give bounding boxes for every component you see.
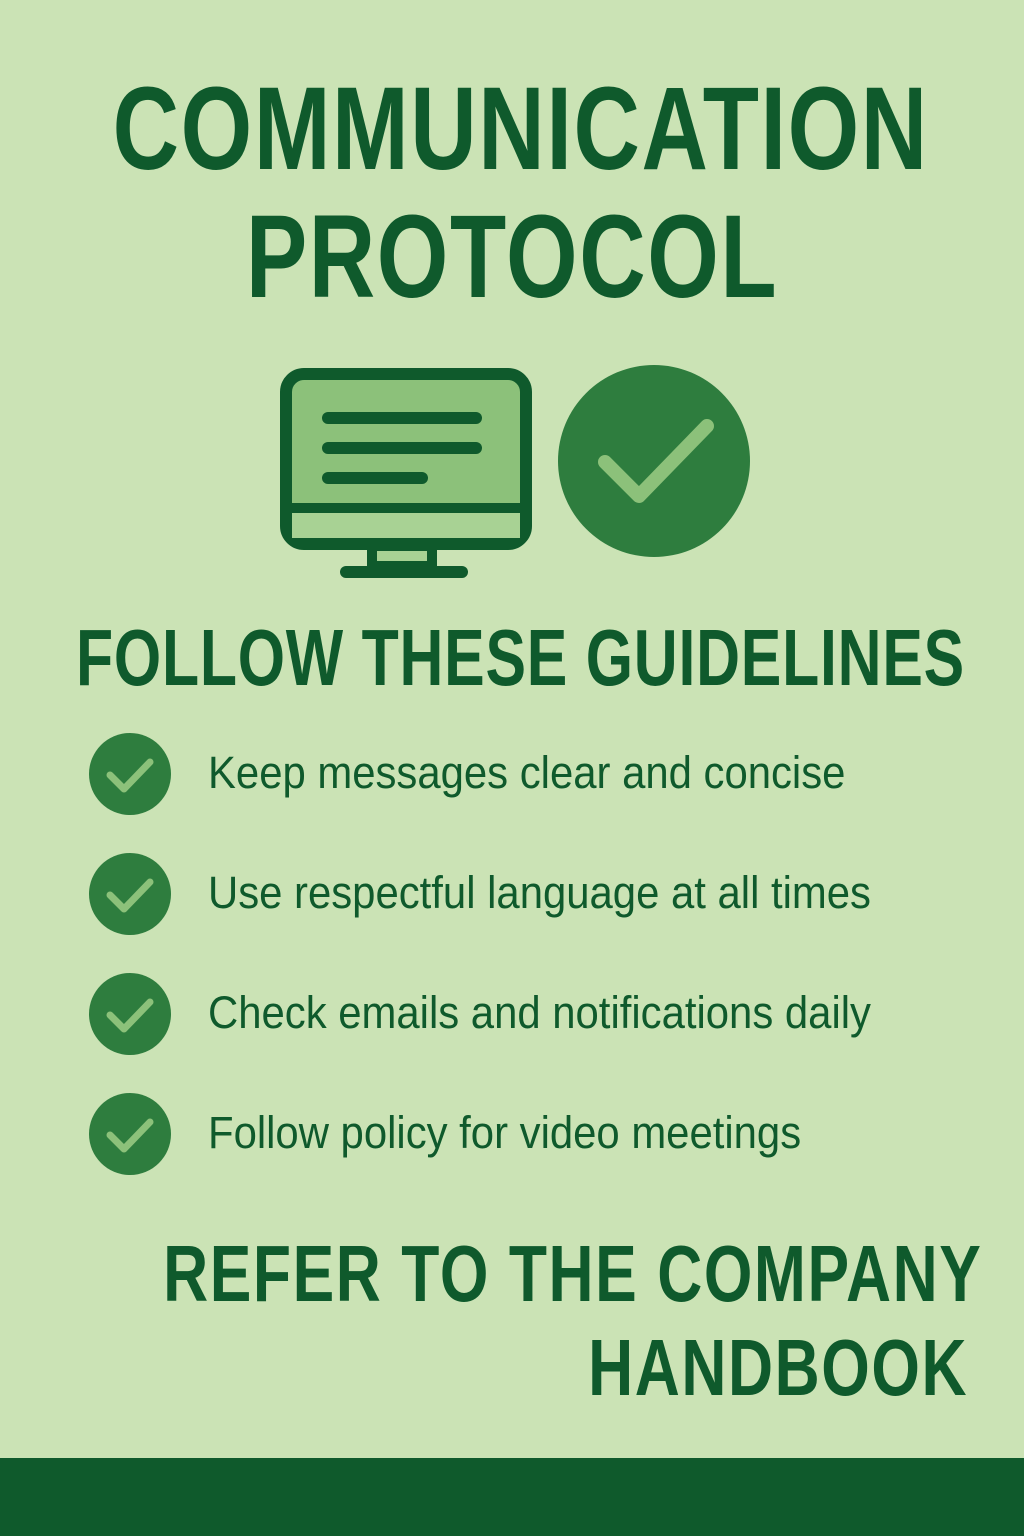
bottom-band xyxy=(0,1458,1024,1536)
guideline-list: Keep messages clear and concise Use resp… xyxy=(88,732,988,1212)
list-item: Check emails and notifications daily xyxy=(88,972,988,1092)
title-line-2: PROTOCOL xyxy=(245,191,779,323)
check-icon xyxy=(89,973,171,1055)
footer-line-1: REFER TO THE COMPANY xyxy=(162,1229,982,1318)
list-item: Keep messages clear and concise xyxy=(88,732,988,852)
guideline-text: Check emails and notifications daily xyxy=(208,987,871,1038)
guidelines-heading: FOLLOW THESE GUIDELINES xyxy=(76,613,965,702)
guideline-text: Use respectful language at all times xyxy=(208,867,871,918)
list-item: Use respectful language at all times xyxy=(88,852,988,972)
guideline-text: Follow policy for video meetings xyxy=(208,1107,802,1158)
guideline-text: Keep messages clear and concise xyxy=(208,747,846,798)
list-item: Follow policy for video meetings xyxy=(88,1092,988,1212)
check-icon xyxy=(89,1093,171,1175)
check-icon xyxy=(89,853,171,935)
footer-line-2: HANDBOOK xyxy=(588,1323,968,1412)
title-line-1: COMMUNICATION xyxy=(112,63,929,195)
monitor-icon xyxy=(280,368,532,578)
check-icon xyxy=(89,733,171,815)
check-circle-icon xyxy=(558,365,750,557)
hero-icons xyxy=(280,364,760,580)
